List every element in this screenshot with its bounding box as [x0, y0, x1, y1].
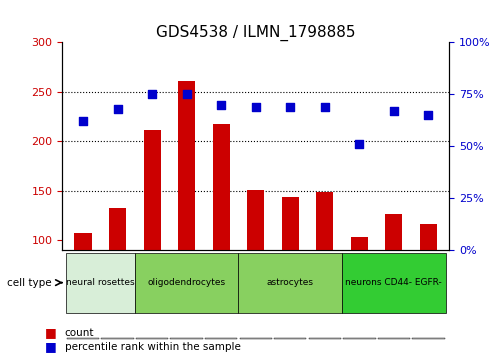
- FancyBboxPatch shape: [135, 253, 239, 313]
- FancyBboxPatch shape: [342, 253, 446, 313]
- FancyBboxPatch shape: [66, 253, 135, 313]
- Bar: [74, 233, 92, 250]
- FancyBboxPatch shape: [101, 338, 134, 339]
- Point: [390, 108, 398, 114]
- Bar: [144, 131, 161, 250]
- Point: [114, 106, 122, 112]
- Bar: [281, 197, 299, 250]
- FancyBboxPatch shape: [378, 338, 410, 339]
- Point: [148, 92, 156, 97]
- Text: ■: ■: [45, 341, 57, 353]
- Bar: [420, 224, 437, 250]
- Text: percentile rank within the sample: percentile rank within the sample: [65, 342, 241, 352]
- Point: [321, 104, 329, 110]
- Text: count: count: [65, 328, 94, 338]
- FancyBboxPatch shape: [136, 338, 168, 339]
- Bar: [351, 237, 368, 250]
- FancyBboxPatch shape: [240, 338, 272, 339]
- FancyBboxPatch shape: [171, 338, 203, 339]
- Point: [355, 141, 363, 147]
- Text: ■: ■: [45, 326, 57, 339]
- Bar: [385, 213, 403, 250]
- FancyBboxPatch shape: [274, 338, 306, 339]
- Text: astrocytes: astrocytes: [267, 278, 314, 287]
- FancyBboxPatch shape: [343, 338, 376, 339]
- FancyBboxPatch shape: [308, 338, 341, 339]
- Text: neural rosettes: neural rosettes: [66, 278, 135, 287]
- Bar: [109, 208, 126, 250]
- Bar: [178, 81, 195, 250]
- Point: [251, 104, 259, 110]
- Point: [217, 102, 225, 108]
- Bar: [247, 190, 264, 250]
- FancyBboxPatch shape: [67, 338, 99, 339]
- FancyBboxPatch shape: [412, 338, 445, 339]
- Point: [286, 104, 294, 110]
- FancyBboxPatch shape: [205, 338, 238, 339]
- Text: neurons CD44- EGFR-: neurons CD44- EGFR-: [345, 278, 442, 287]
- Bar: [213, 124, 230, 250]
- FancyBboxPatch shape: [239, 253, 342, 313]
- Point: [79, 119, 87, 124]
- Point: [183, 92, 191, 97]
- Text: cell type: cell type: [7, 278, 52, 287]
- Text: oligodendrocytes: oligodendrocytes: [148, 278, 226, 287]
- Title: GDS4538 / ILMN_1798885: GDS4538 / ILMN_1798885: [156, 25, 355, 41]
- Bar: [316, 192, 333, 250]
- Point: [424, 112, 432, 118]
